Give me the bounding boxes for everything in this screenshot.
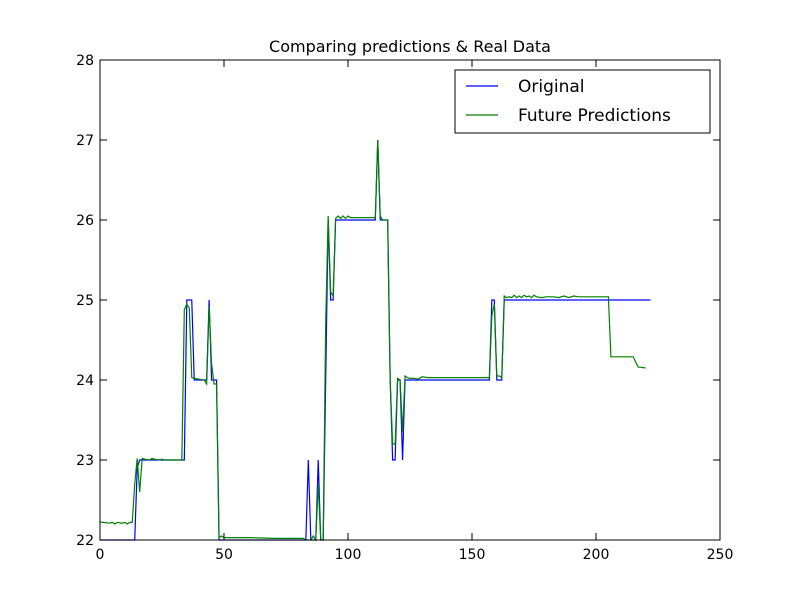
- legend-label: Original: [518, 77, 585, 97]
- y-tick-label: 22: [76, 533, 94, 549]
- y-tick-label: 25: [76, 293, 94, 309]
- x-tick-label: 250: [707, 547, 734, 563]
- legend: Original Future Predictions: [454, 69, 711, 134]
- series-layer: [99, 139, 651, 542]
- chart-title: Comparing predictions & Real Data: [269, 37, 551, 56]
- y-tick-label: 24: [76, 373, 94, 389]
- y-tick-label: 23: [76, 453, 94, 469]
- x-tick-label: 150: [459, 547, 486, 563]
- series-line-future-predictions: [99, 139, 646, 542]
- plot-frame: [99, 59, 721, 541]
- legend-box: [454, 69, 711, 134]
- y-tick-label: 28: [76, 53, 94, 69]
- x-tick-label: 200: [583, 547, 610, 563]
- x-tick-label: 0: [96, 547, 105, 563]
- x-tick-label: 50: [215, 547, 233, 563]
- x-tick-label: 100: [335, 547, 362, 563]
- y-tick-label: 27: [76, 133, 94, 149]
- legend-label: Future Predictions: [518, 106, 671, 126]
- y-tick-label: 26: [76, 213, 94, 229]
